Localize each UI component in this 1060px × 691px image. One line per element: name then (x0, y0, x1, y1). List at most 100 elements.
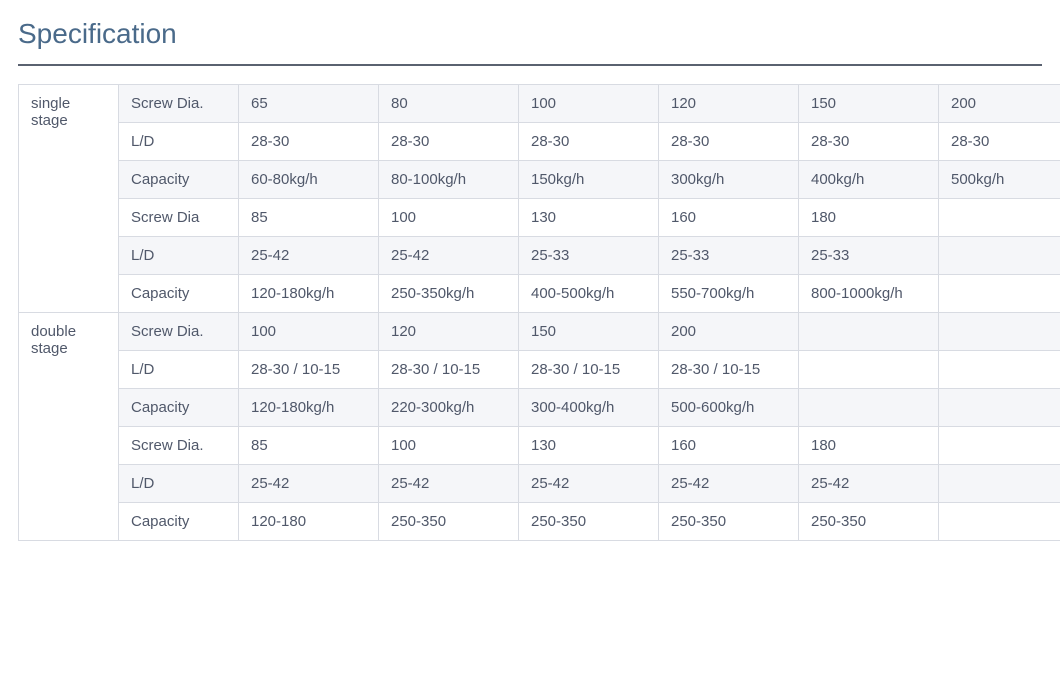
data-cell: 250-350 (659, 503, 799, 541)
page-title: Specification (18, 18, 1042, 56)
data-cell: 25-42 (379, 237, 519, 275)
data-cell: 150kg/h (519, 161, 659, 199)
data-cell: 120-180kg/h (239, 389, 379, 427)
row-label: L/D (119, 465, 239, 503)
data-cell (939, 503, 1060, 541)
data-cell: 130 (519, 199, 659, 237)
data-cell: 25-42 (239, 237, 379, 275)
data-cell: 250-350kg/h (379, 275, 519, 313)
data-cell: 28-30 (659, 123, 799, 161)
data-cell: 150 (519, 313, 659, 351)
data-cell: 25-33 (799, 237, 939, 275)
data-cell: 180 (799, 427, 939, 465)
data-cell: 85 (239, 199, 379, 237)
data-cell: 25-42 (519, 465, 659, 503)
data-cell (799, 313, 939, 351)
data-cell: 300-400kg/h (519, 389, 659, 427)
data-cell (939, 389, 1060, 427)
data-cell: 250-350 (799, 503, 939, 541)
data-cell: 65 (239, 85, 379, 123)
data-cell: 60-80kg/h (239, 161, 379, 199)
data-cell: 28-30 / 10-15 (379, 351, 519, 389)
title-underline (18, 64, 1042, 66)
data-cell (939, 199, 1060, 237)
table-row: Screw Dia85100130160180 (19, 199, 1060, 237)
data-cell: 100 (379, 199, 519, 237)
data-cell: 80-100kg/h (379, 161, 519, 199)
data-cell (799, 389, 939, 427)
data-cell: 28-30 / 10-15 (519, 351, 659, 389)
data-cell: 180 (799, 199, 939, 237)
table-row: L/D25-4225-4225-3325-3325-33 (19, 237, 1060, 275)
row-label: Capacity (119, 389, 239, 427)
table-row: L/D28-30 / 10-1528-30 / 10-1528-30 / 10-… (19, 351, 1060, 389)
data-cell: 28-30 (519, 123, 659, 161)
data-cell: 25-42 (799, 465, 939, 503)
table-row: single stageScrew Dia.6580100120150200 (19, 85, 1060, 123)
data-cell: 100 (239, 313, 379, 351)
table-row: Capacity120-180250-350250-350250-350250-… (19, 503, 1060, 541)
row-label: L/D (119, 351, 239, 389)
data-cell: 28-30 / 10-15 (659, 351, 799, 389)
data-cell: 28-30 (939, 123, 1060, 161)
data-cell: 28-30 (239, 123, 379, 161)
table-row: L/D25-4225-4225-4225-4225-42 (19, 465, 1060, 503)
data-cell: 25-33 (659, 237, 799, 275)
data-cell: 200 (939, 85, 1060, 123)
data-cell: 300kg/h (659, 161, 799, 199)
data-cell: 250-350 (519, 503, 659, 541)
data-cell (939, 237, 1060, 275)
data-cell: 550-700kg/h (659, 275, 799, 313)
row-label: L/D (119, 237, 239, 275)
data-cell: 28-30 (799, 123, 939, 161)
data-cell: 25-42 (659, 465, 799, 503)
row-label: Capacity (119, 161, 239, 199)
row-label: Screw Dia. (119, 427, 239, 465)
row-label: Screw Dia. (119, 85, 239, 123)
data-cell: 150 (799, 85, 939, 123)
table-row: Capacity60-80kg/h80-100kg/h150kg/h300kg/… (19, 161, 1060, 199)
data-cell: 130 (519, 427, 659, 465)
data-cell: 400kg/h (799, 161, 939, 199)
data-cell: 25-33 (519, 237, 659, 275)
data-cell: 120 (659, 85, 799, 123)
row-label: Capacity (119, 503, 239, 541)
data-cell: 120 (379, 313, 519, 351)
data-cell (939, 465, 1060, 503)
data-cell: 85 (239, 427, 379, 465)
table-row: Screw Dia.85100130160180 (19, 427, 1060, 465)
data-cell: 100 (379, 427, 519, 465)
data-cell: 100 (519, 85, 659, 123)
data-cell (799, 351, 939, 389)
data-cell: 80 (379, 85, 519, 123)
data-cell: 160 (659, 199, 799, 237)
data-cell: 400-500kg/h (519, 275, 659, 313)
data-cell: 800-1000kg/h (799, 275, 939, 313)
row-label: Screw Dia. (119, 313, 239, 351)
data-cell (939, 427, 1060, 465)
data-cell: 25-42 (379, 465, 519, 503)
data-cell: 28-30 (379, 123, 519, 161)
data-cell: 25-42 (239, 465, 379, 503)
data-cell: 28-30 / 10-15 (239, 351, 379, 389)
group-label: double stage (19, 313, 119, 541)
row-label: L/D (119, 123, 239, 161)
data-cell: 500kg/h (939, 161, 1060, 199)
data-cell: 250-350 (379, 503, 519, 541)
data-cell: 160 (659, 427, 799, 465)
table-row: Capacity120-180kg/h220-300kg/h300-400kg/… (19, 389, 1060, 427)
data-cell: 120-180 (239, 503, 379, 541)
data-cell: 220-300kg/h (379, 389, 519, 427)
data-cell (939, 351, 1060, 389)
data-cell (939, 275, 1060, 313)
data-cell (939, 313, 1060, 351)
data-cell: 200 (659, 313, 799, 351)
table-row: Capacity120-180kg/h250-350kg/h400-500kg/… (19, 275, 1060, 313)
table-row: L/D28-3028-3028-3028-3028-3028-30 (19, 123, 1060, 161)
row-label: Capacity (119, 275, 239, 313)
data-cell: 120-180kg/h (239, 275, 379, 313)
row-label: Screw Dia (119, 199, 239, 237)
data-cell: 500-600kg/h (659, 389, 799, 427)
group-label: single stage (19, 85, 119, 313)
table-row: double stageScrew Dia.100120150200 (19, 313, 1060, 351)
